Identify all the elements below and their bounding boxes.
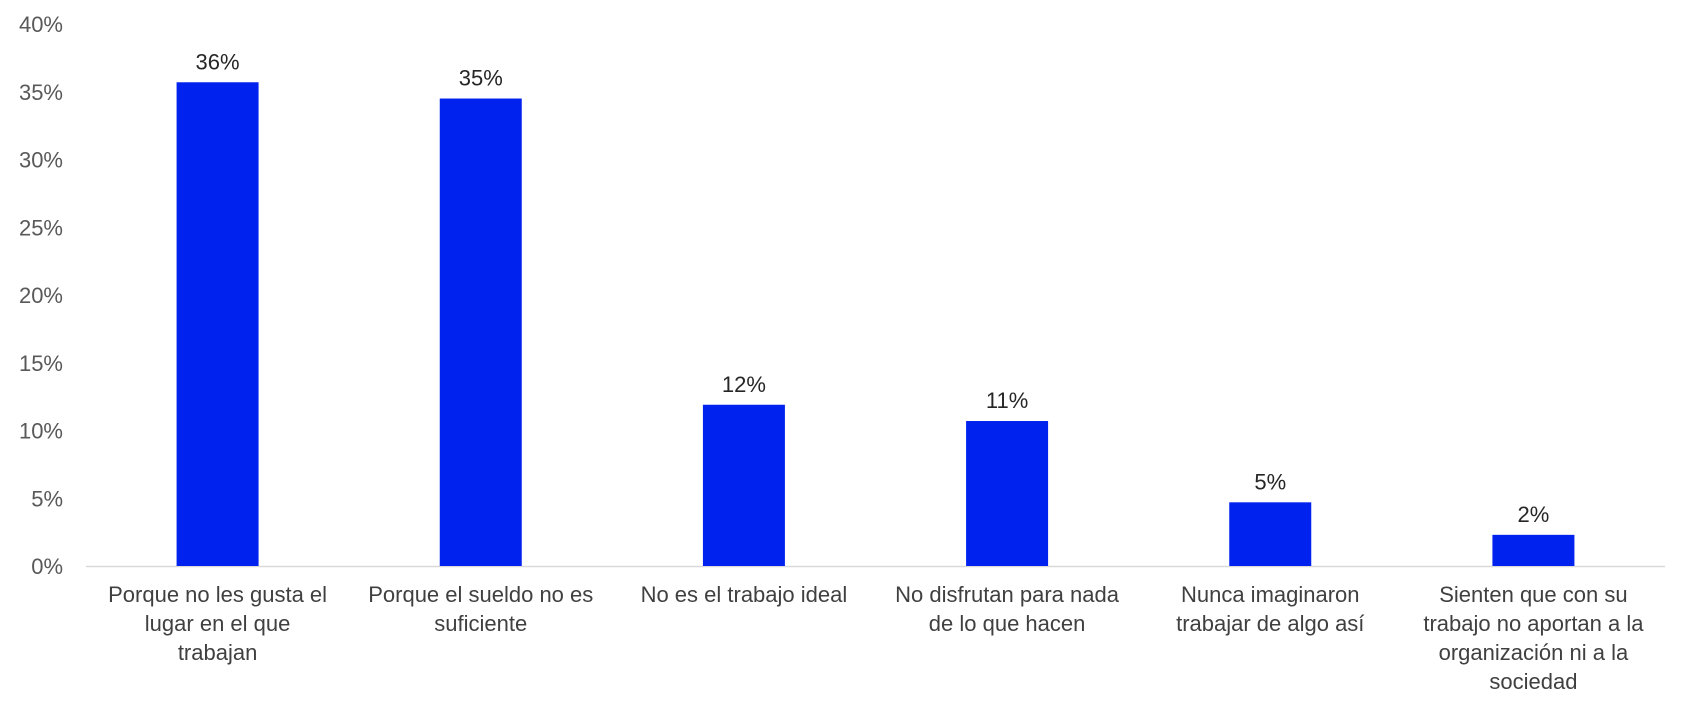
data-label: 2% <box>1518 502 1550 527</box>
y-tick-label: 25% <box>19 215 63 240</box>
category-label-line: Porque el sueldo no es <box>368 582 593 607</box>
bar <box>439 98 522 567</box>
category-label: Porque no les gusta el lugar en el que tra… <box>108 582 327 665</box>
category-label: No es el trabajo ideal <box>641 582 848 607</box>
category-label: Nunca imaginaron trabajar de algo así <box>1176 582 1364 636</box>
category-label-line: Nunca imaginaron <box>1181 582 1360 607</box>
category-label: No disfrutan para nada de lo que hacen <box>895 582 1120 636</box>
x-axis: Porque no les gusta el lugar en el que tra… <box>108 582 1644 694</box>
bar <box>176 82 259 566</box>
y-tick-label: 10% <box>19 419 63 444</box>
y-tick-label: 40% <box>19 12 63 37</box>
bar <box>966 421 1049 566</box>
y-tick-label: 5% <box>31 486 63 511</box>
category-label-line: No disfrutan para nada <box>895 582 1120 607</box>
data-label: 11% <box>986 388 1028 413</box>
category-label: Porque el sueldo no es suficiente <box>368 582 593 636</box>
y-tick-label: 15% <box>19 351 63 376</box>
y-tick-label: 30% <box>19 148 63 173</box>
data-label: 36% <box>196 49 240 74</box>
bar <box>1229 502 1312 566</box>
category-label-line: sociedad <box>1489 669 1577 694</box>
category-label-line: Porque no les gusta el <box>108 582 327 607</box>
data-label: 12% <box>722 372 766 397</box>
category-label-line: Sienten que con su <box>1439 582 1627 607</box>
category-label-line: trabajo no aportan a la <box>1423 611 1644 636</box>
y-tick-label: 0% <box>31 554 63 579</box>
category-label-line: No es el trabajo ideal <box>641 582 848 607</box>
y-tick-label: 20% <box>19 283 63 308</box>
category-label: Sienten que con su trabajo no aportan a l… <box>1423 582 1644 694</box>
data-label: 35% <box>459 66 503 91</box>
bar <box>702 404 785 566</box>
bars <box>176 82 1575 567</box>
category-label-line: organización ni a la <box>1439 640 1629 665</box>
y-axis: 0% 5% 10% 15% 20% 25% 30% 35% 40% <box>19 12 63 579</box>
category-label-line: de lo que hacen <box>929 611 1086 636</box>
category-label-line: suficiente <box>434 611 527 636</box>
data-labels: 36% 35% 12% 11% 5% 2% <box>196 49 1550 527</box>
category-label-line: trabajan <box>178 640 258 665</box>
bar <box>1492 534 1575 566</box>
y-tick-label: 35% <box>19 80 63 105</box>
category-label-line: trabajar de algo así <box>1176 611 1364 636</box>
data-label: 5% <box>1254 469 1286 494</box>
category-label-line: lugar en el que <box>145 611 291 636</box>
